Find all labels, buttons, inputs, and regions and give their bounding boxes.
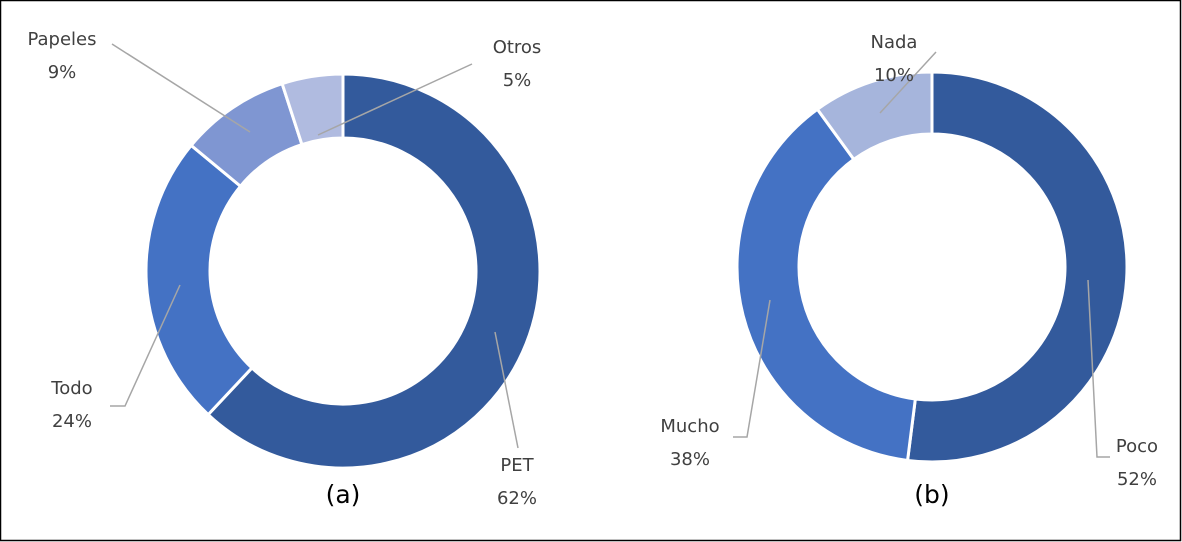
donut-slice [144,143,255,417]
leader-line [110,284,181,407]
leader-line [733,299,771,438]
slice-value-label: 52% [1117,469,1157,490]
slice-label: PET [500,455,534,476]
chart-caption: (b) [914,480,949,509]
slice-label: Papeles [27,29,96,50]
leader-line [494,331,519,449]
slice-label: Todo [50,378,92,399]
slice-value-label: 10% [874,65,914,86]
leader-line [317,63,473,136]
chart-caption: (a) [326,480,361,509]
leader-line [879,51,937,114]
donut-slice [735,107,918,463]
slice-value-label: 9% [48,62,77,83]
slice-value-label: 62% [497,488,537,509]
donut-slice [905,70,1129,464]
slice-value-label: 5% [503,70,532,91]
slice-label: Mucho [660,416,719,437]
slice-value-label: 24% [52,411,92,432]
slice-label: Otros [493,37,542,58]
donut-slice [206,72,542,470]
donut-slice [280,72,345,147]
slice-value-label: 38% [670,449,710,470]
leader-line [111,43,251,133]
leader-line [1087,279,1110,458]
slice-label: Nada [871,32,918,53]
slice-label: Poco [1116,436,1158,457]
donut-slice [815,70,934,162]
